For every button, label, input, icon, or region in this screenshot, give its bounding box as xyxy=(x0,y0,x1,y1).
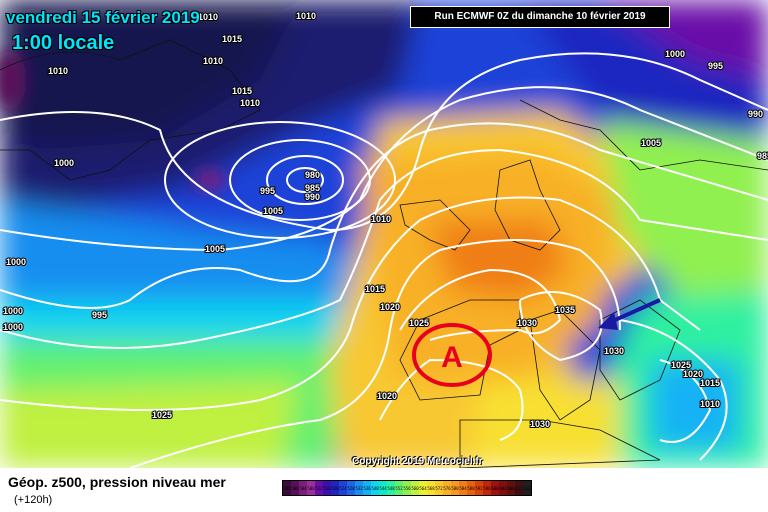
isobar-label: 1000 xyxy=(6,257,26,267)
weather-map: 1010 101010151010101010151010100099599098… xyxy=(0,0,768,468)
scale-cell: 572 xyxy=(435,481,443,495)
isobar-label: 1010 xyxy=(203,56,223,66)
legend-title: Géop. z500, pression niveau mer xyxy=(8,474,226,490)
scale-cell: 548 xyxy=(387,481,395,495)
isobar-label: 995 xyxy=(708,61,723,71)
isobar-label: 1025 xyxy=(152,410,172,420)
scale-cell: 556 xyxy=(403,481,411,495)
scale-cell: 508 xyxy=(307,481,315,495)
scale-cell: 596 xyxy=(483,481,491,495)
isobar-label: 1000 xyxy=(3,306,23,316)
isobar-label: 1000 xyxy=(665,49,685,59)
forecast-date: vendredi 15 février 2019 xyxy=(6,8,200,27)
geopotential-field xyxy=(0,0,768,468)
scale-cell: 512 xyxy=(315,481,323,495)
isobar-label: 1005 xyxy=(205,244,225,254)
isobar-label: 1010 xyxy=(296,11,316,21)
scale-cell: 516 xyxy=(323,481,331,495)
isobar-label: 1030 xyxy=(517,318,537,328)
scale-cell: 564 xyxy=(419,481,427,495)
isobar-label: 1025 xyxy=(409,318,429,328)
land-outlines xyxy=(0,39,768,468)
isobar-label: 1030 xyxy=(604,346,624,356)
scale-cell: 544 xyxy=(379,481,387,495)
isobar-label: 1020 xyxy=(683,369,703,379)
scale-cell: 576 xyxy=(443,481,451,495)
isobar-labels: 1010 101010151010101010151010100099599098… xyxy=(2,10,768,430)
isobar-label: 1015 xyxy=(232,86,252,96)
scale-cell: 604 xyxy=(499,481,507,495)
run-info: Run ECMWF 0Z du dimanche 10 février 2019 xyxy=(410,6,670,28)
scale-cell: 520 xyxy=(331,481,339,495)
isobar-label: 995 xyxy=(260,186,275,196)
isobar-label: 1020 xyxy=(380,302,400,312)
anticyclone-marker: A xyxy=(412,323,492,387)
scale-cell: 524 xyxy=(339,481,347,495)
scale-cell: 536 xyxy=(363,481,371,495)
scale-cell: 528 xyxy=(347,481,355,495)
color-scale: 496 500 504 508 512 516 520 524 528 532 536 540 544 5… xyxy=(282,480,532,496)
isobar-label: 1010 xyxy=(198,12,218,22)
isobar-label: 990 xyxy=(748,109,763,119)
scale-cell: 616 xyxy=(523,481,531,495)
anticyclone-letter: A xyxy=(441,341,463,374)
copyright: Copyright 2019 Meteociel.fr xyxy=(352,456,483,467)
scale-cell: 560 xyxy=(411,481,419,495)
isobar-label: 995 xyxy=(92,310,107,320)
forecast-time: 1:00 locale xyxy=(12,32,115,54)
isobar-label: 1015 xyxy=(365,284,385,294)
isobar-label: 1005 xyxy=(641,138,661,148)
isobar-label: 1010 xyxy=(700,399,720,409)
scale-cell: 600 xyxy=(491,481,499,495)
legend: Géop. z500, pression niveau mer (+120h) … xyxy=(0,468,768,512)
scale-cell: 588 xyxy=(467,481,475,495)
isobar-label: 1030 xyxy=(530,419,550,429)
scale-cell: 496 xyxy=(283,481,291,495)
isobars xyxy=(0,52,768,468)
scale-cell: 612 xyxy=(515,481,523,495)
isobar-label: 1005 xyxy=(263,206,283,216)
isobar-label: 1010 xyxy=(48,66,68,76)
scale-cell: 552 xyxy=(395,481,403,495)
scale-cell: 500 xyxy=(291,481,299,495)
isobar-label: 1025 xyxy=(671,360,691,370)
isobar-label: 990 xyxy=(305,192,320,202)
isobar-label: 1035 xyxy=(555,305,575,315)
scale-cell: 608 xyxy=(507,481,515,495)
scale-cell: 580 xyxy=(451,481,459,495)
isobar-label: 1015 xyxy=(700,378,720,388)
scale-cell: 584 xyxy=(459,481,467,495)
scale-cell: 504 xyxy=(299,481,307,495)
scale-cell: 592 xyxy=(475,481,483,495)
isobar-label: 985 xyxy=(757,151,768,161)
legend-subtitle: (+120h) xyxy=(14,494,53,506)
scale-cell: 540 xyxy=(371,481,379,495)
isobar-label: 1000 xyxy=(3,322,23,332)
scale-cell: 532 xyxy=(355,481,363,495)
isobar-label: 1020 xyxy=(377,391,397,401)
isobar-label: 985 xyxy=(305,183,320,193)
isobar-label: 1010 xyxy=(240,98,260,108)
isobar-label: 1010 xyxy=(371,214,391,224)
isobar-label: 1000 xyxy=(54,158,74,168)
scale-cell: 568 xyxy=(427,481,435,495)
arrow-icon xyxy=(598,298,661,330)
isobar-label: 1015 xyxy=(222,34,242,44)
isobar-label: 980 xyxy=(305,170,320,180)
